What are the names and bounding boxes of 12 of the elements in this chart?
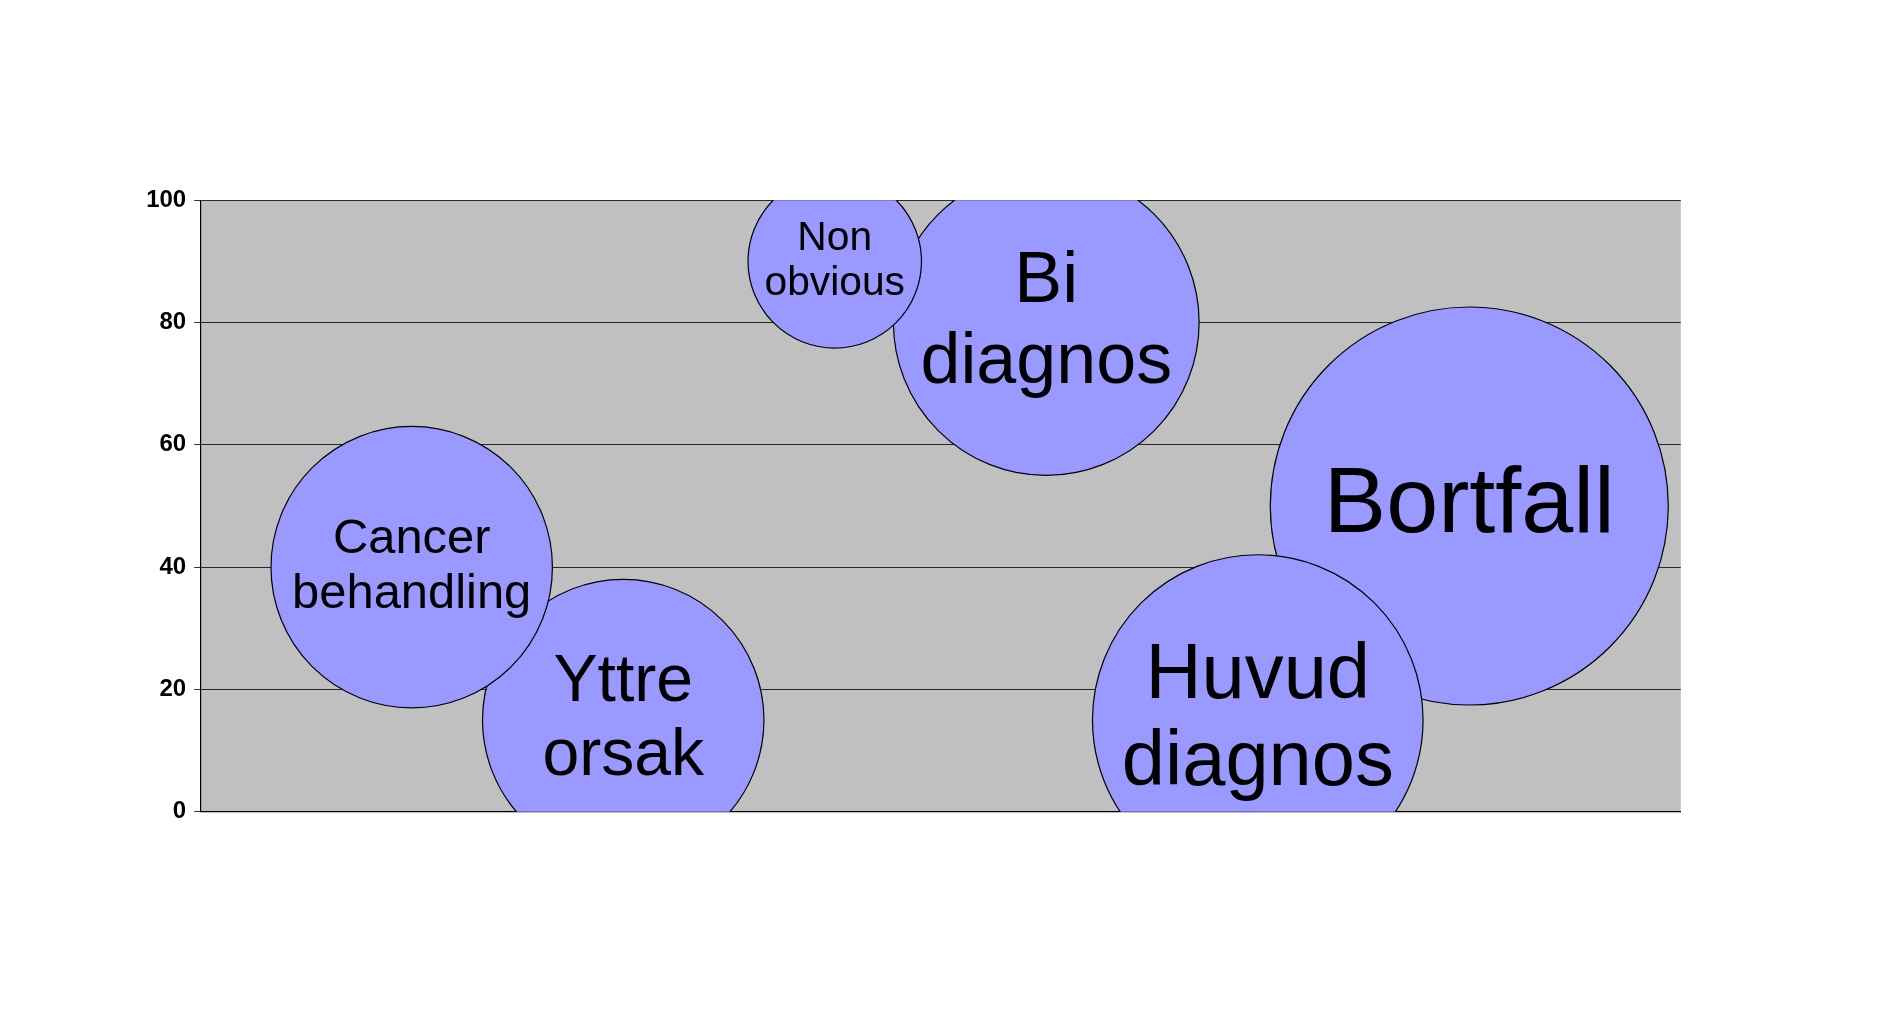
- y-tick-label: 100: [146, 184, 187, 212]
- series-label: Non obvious: [764, 212, 905, 305]
- series-label: Bortfall: [1323, 446, 1615, 552]
- y-tick-label: 60: [159, 429, 187, 457]
- y-tick-label: 40: [159, 551, 187, 579]
- y-tick-label: 0: [172, 796, 187, 824]
- series-label: Yttre orsak: [542, 641, 706, 790]
- series-label: Huvud diagnos: [1121, 627, 1394, 801]
- series-label: Bi diagnos: [920, 237, 1173, 398]
- series-label: Cancer behandling: [292, 509, 532, 619]
- y-tick-label: 20: [159, 674, 187, 702]
- y-tick-label: 80: [159, 307, 187, 335]
